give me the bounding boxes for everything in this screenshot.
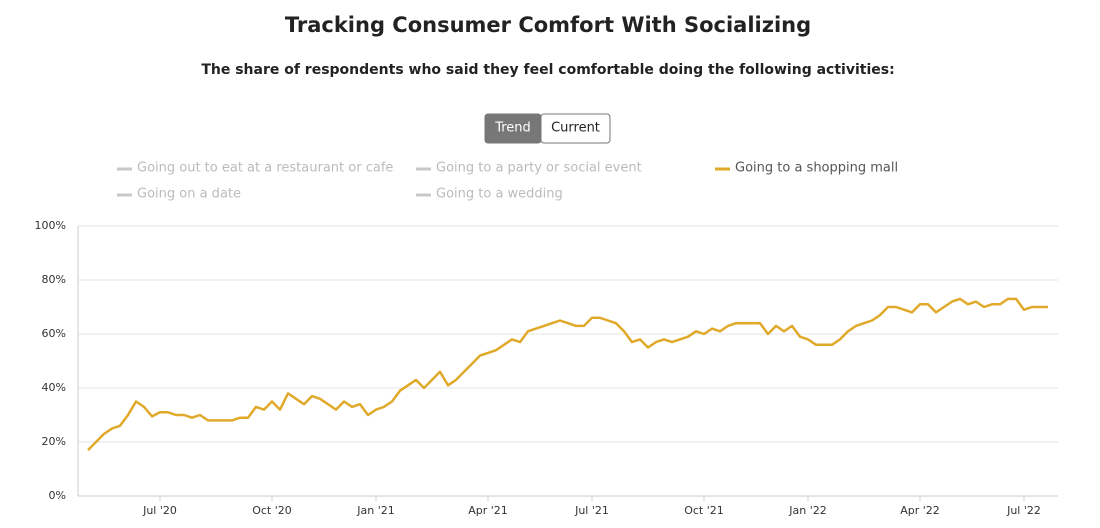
y-tick-label: 60%	[42, 327, 66, 340]
x-tick-label: Jan '21	[356, 504, 394, 517]
legend-label[interactable]: Going out to eat at a restaurant or cafe	[137, 161, 393, 176]
legend-label[interactable]: Going to a wedding	[436, 187, 563, 202]
x-tick-label: Jul '22	[1006, 504, 1041, 517]
x-tick-label: Jul '20	[142, 504, 177, 517]
x-tick-label: Oct '21	[684, 504, 724, 517]
x-tick-label: Apr '22	[900, 504, 940, 517]
toggle-label[interactable]: Current	[551, 121, 600, 136]
chart-title: Tracking Consumer Comfort With Socializi…	[285, 13, 811, 37]
chart-subtitle: The share of respondents who said they f…	[201, 62, 894, 78]
toggle-label[interactable]: Trend	[494, 121, 531, 136]
y-tick-label: 100%	[35, 219, 66, 232]
y-tick-label: 40%	[42, 381, 66, 394]
x-tick-label: Jul '21	[574, 504, 609, 517]
x-tick-label: Jan '22	[788, 504, 826, 517]
legend-label[interactable]: Going on a date	[137, 187, 241, 202]
series-line	[87, 297, 1048, 451]
x-tick-label: Oct '20	[252, 504, 292, 517]
toggle-button[interactable]	[540, 113, 611, 144]
legend-label[interactable]: Going to a party or social event	[436, 161, 642, 176]
y-tick-label: 20%	[42, 435, 66, 448]
y-tick-label: 80%	[42, 273, 66, 286]
legend-label[interactable]: Going to a shopping mall	[735, 161, 898, 176]
x-tick-label: Apr '21	[468, 504, 508, 517]
y-tick-label: 0%	[49, 489, 66, 502]
